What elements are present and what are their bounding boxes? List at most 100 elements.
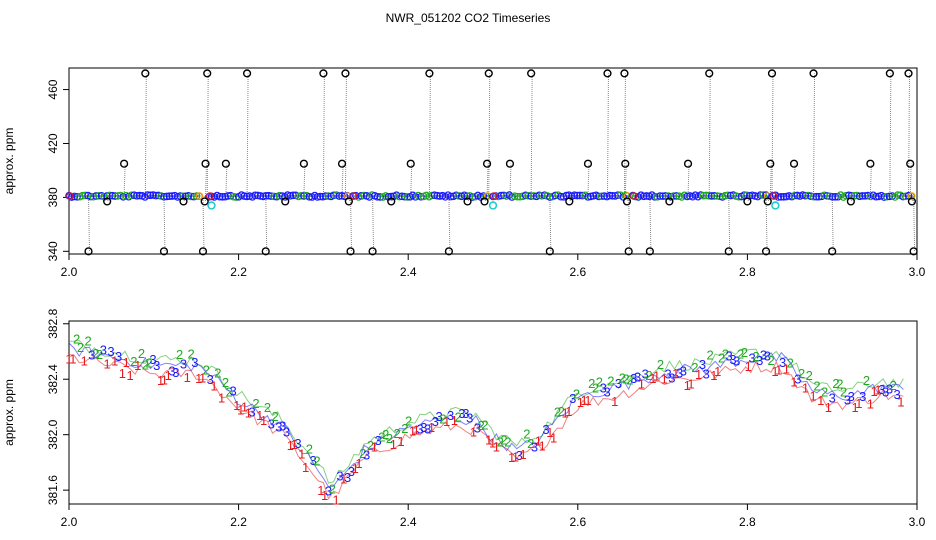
top-outlier-point bbox=[480, 197, 489, 206]
top-spike-line bbox=[322, 73, 325, 197]
top-data-point bbox=[756, 191, 765, 199]
bottom-marker-1: 1 bbox=[577, 395, 584, 410]
bottom-marker-2: 2 bbox=[84, 334, 91, 349]
top-spike-line bbox=[869, 163, 872, 197]
bottom-marker-2: 2 bbox=[504, 434, 511, 449]
bottom-marker-1: 1 bbox=[428, 420, 435, 435]
bottom-marker-1: 1 bbox=[649, 371, 656, 386]
bottom-marker-1: 1 bbox=[241, 400, 248, 415]
top-spike-line bbox=[628, 196, 631, 252]
top-data-point bbox=[608, 192, 617, 200]
top-spike-line bbox=[889, 73, 892, 197]
top-data-point bbox=[578, 191, 587, 200]
top-spike-line bbox=[728, 196, 731, 252]
top-data-point bbox=[78, 191, 87, 200]
top-spike-line bbox=[205, 163, 208, 197]
top-y-axis-label: approx. ppm bbox=[2, 128, 16, 195]
top-outlier-point bbox=[763, 197, 772, 206]
top-data-point bbox=[726, 191, 735, 200]
bottom-series-line-2 bbox=[68, 339, 904, 484]
bottom-marker-3: 3 bbox=[279, 418, 286, 433]
bottom-marker-1: 1 bbox=[443, 414, 450, 429]
top-data-point bbox=[373, 193, 382, 201]
bottom-marker-2: 2 bbox=[226, 385, 233, 400]
top-data-point bbox=[513, 192, 522, 201]
bottom-marker-1: 1 bbox=[783, 362, 790, 377]
top-outlier-point bbox=[201, 159, 210, 168]
top-data-point bbox=[893, 191, 902, 199]
bottom-marker-1: 1 bbox=[123, 355, 130, 370]
top-data-point bbox=[807, 192, 815, 200]
bottom-marker-3: 3 bbox=[569, 391, 576, 406]
top-outlier-point bbox=[221, 159, 230, 168]
top-data-point bbox=[243, 192, 251, 201]
top-data-point bbox=[66, 192, 74, 200]
top-data-point bbox=[111, 192, 119, 200]
bottom-x-tick-label: 2.6 bbox=[569, 515, 586, 529]
bottom-marker-1: 1 bbox=[470, 425, 477, 440]
bottom-marker-3: 3 bbox=[886, 381, 893, 396]
bottom-marker-1: 1 bbox=[653, 369, 660, 384]
bottom-marker-1: 1 bbox=[855, 396, 862, 411]
top-data-point bbox=[335, 192, 343, 200]
bottom-marker-3: 3 bbox=[603, 384, 610, 399]
bottom-marker-3: 3 bbox=[630, 371, 637, 386]
top-data-point bbox=[713, 192, 721, 200]
top-data-point bbox=[286, 192, 295, 200]
bottom-marker-3: 3 bbox=[474, 420, 481, 435]
bottom-marker-2: 2 bbox=[96, 347, 103, 362]
bottom-marker-2: 2 bbox=[787, 355, 794, 370]
top-data-point bbox=[734, 192, 743, 201]
bottom-marker-3: 3 bbox=[634, 370, 641, 385]
bottom-marker-3: 3 bbox=[516, 448, 523, 463]
bottom-marker-3: 3 bbox=[191, 355, 198, 370]
bottom-marker-3: 3 bbox=[699, 357, 706, 372]
bottom-marker-1: 1 bbox=[584, 393, 591, 408]
top-data-point bbox=[557, 192, 565, 201]
bottom-marker-2: 2 bbox=[386, 431, 393, 446]
figure-title: NWR_051202 CO2 Timeseries bbox=[386, 11, 551, 25]
top-outlier-point bbox=[621, 159, 630, 168]
bottom-marker-2: 2 bbox=[768, 353, 775, 368]
bottom-marker-3: 3 bbox=[794, 372, 801, 387]
top-data-point bbox=[535, 191, 543, 200]
bottom-marker-2: 2 bbox=[752, 349, 759, 364]
top-spike-line bbox=[350, 196, 353, 252]
top-data-point bbox=[262, 191, 270, 200]
bottom-marker-2: 2 bbox=[718, 350, 725, 365]
bottom-marker-2: 2 bbox=[306, 441, 313, 456]
bottom-marker-2: 2 bbox=[798, 366, 805, 381]
bottom-marker-3: 3 bbox=[542, 422, 549, 437]
bottom-marker-3: 3 bbox=[180, 357, 187, 372]
bottom-marker-1: 1 bbox=[790, 375, 797, 390]
top-data-point bbox=[710, 192, 719, 200]
bottom-marker-3: 3 bbox=[531, 440, 538, 455]
bottom-marker-1: 1 bbox=[298, 447, 305, 462]
top-outlier-point bbox=[198, 247, 208, 256]
bottom-marker-3: 3 bbox=[268, 417, 275, 432]
bottom-marker-1: 1 bbox=[611, 394, 618, 409]
top-outlier-point bbox=[368, 247, 377, 256]
top-outlier-point bbox=[103, 197, 112, 206]
bottom-marker-2: 2 bbox=[367, 438, 374, 453]
bottom-marker-3: 3 bbox=[615, 376, 622, 391]
bottom-marker-3: 3 bbox=[764, 348, 771, 363]
bottom-y-tick-label: 382.0 bbox=[46, 419, 60, 449]
top-data-point bbox=[430, 191, 439, 200]
top-data-point bbox=[103, 192, 111, 200]
top-outlier-point bbox=[344, 197, 353, 206]
top-data-point bbox=[576, 191, 584, 200]
bottom-marker-1: 1 bbox=[65, 351, 72, 366]
top-data-point bbox=[253, 191, 262, 200]
top-spike-line bbox=[448, 196, 451, 252]
top-spike-line bbox=[624, 163, 627, 197]
top-data-point bbox=[885, 192, 894, 201]
panel-top: 2.0 2.2 2.4 2.6 2.8 3.0 340 380 420 460 approx. pp… bbox=[2, 67, 926, 279]
bottom-y-tick-label: 381.6 bbox=[46, 475, 60, 505]
bottom-marker-1: 1 bbox=[340, 471, 347, 486]
top-data-point bbox=[858, 192, 867, 200]
bottom-marker-3: 3 bbox=[726, 349, 733, 364]
bottom-marker-1: 1 bbox=[871, 384, 878, 399]
bottom-marker-3: 3 bbox=[294, 436, 301, 451]
top-data-point bbox=[597, 192, 606, 201]
